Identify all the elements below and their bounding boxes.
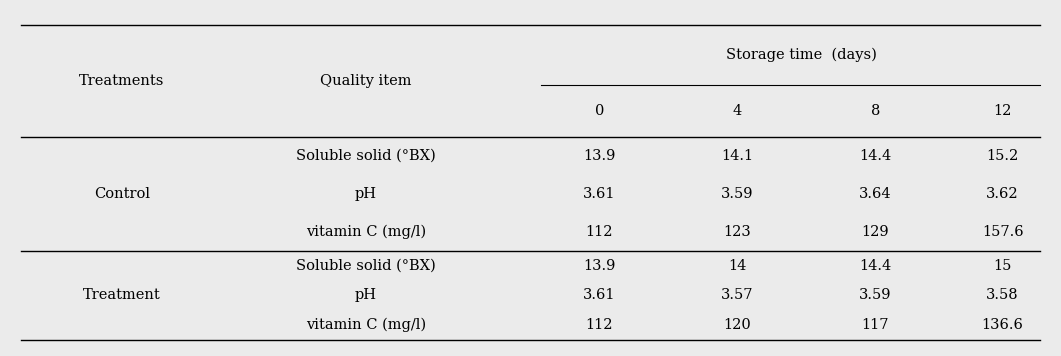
Text: Storage time  (days): Storage time (days)	[726, 48, 876, 62]
Text: 14: 14	[728, 259, 747, 273]
Text: 0: 0	[595, 104, 604, 118]
Text: Control: Control	[94, 187, 150, 201]
Text: Treatments: Treatments	[80, 74, 164, 88]
Text: Treatment: Treatment	[83, 288, 161, 303]
Text: 8: 8	[871, 104, 880, 118]
Text: vitamin C (mg/l): vitamin C (mg/l)	[306, 225, 427, 239]
Text: 120: 120	[724, 318, 751, 332]
Text: 112: 112	[586, 318, 613, 332]
Text: 15.2: 15.2	[987, 149, 1019, 163]
Text: 112: 112	[586, 225, 613, 239]
Text: Soluble solid (°BX): Soluble solid (°BX)	[296, 259, 436, 273]
Text: 157.6: 157.6	[981, 225, 1024, 239]
Text: 123: 123	[724, 225, 751, 239]
Text: pH: pH	[355, 187, 377, 201]
Text: 3.59: 3.59	[721, 187, 753, 201]
Text: 3.61: 3.61	[584, 187, 615, 201]
Text: 136.6: 136.6	[981, 318, 1024, 332]
Text: 3.57: 3.57	[721, 288, 753, 303]
Text: pH: pH	[355, 288, 377, 303]
Text: Quality item: Quality item	[320, 74, 412, 88]
Text: 13.9: 13.9	[584, 149, 615, 163]
Text: 13.9: 13.9	[584, 259, 615, 273]
Text: 3.64: 3.64	[859, 187, 891, 201]
Text: vitamin C (mg/l): vitamin C (mg/l)	[306, 318, 427, 333]
Text: 3.59: 3.59	[859, 288, 891, 303]
Text: 117: 117	[862, 318, 889, 332]
Text: 4: 4	[733, 104, 742, 118]
Text: 12: 12	[993, 104, 1012, 118]
Text: 3.58: 3.58	[987, 288, 1019, 303]
Text: 3.62: 3.62	[987, 187, 1019, 201]
Text: 3.61: 3.61	[584, 288, 615, 303]
Text: 14.4: 14.4	[859, 259, 891, 273]
Text: 15: 15	[993, 259, 1012, 273]
Text: 14.4: 14.4	[859, 149, 891, 163]
Text: 129: 129	[862, 225, 889, 239]
Text: Soluble solid (°BX): Soluble solid (°BX)	[296, 149, 436, 163]
Text: 14.1: 14.1	[721, 149, 753, 163]
